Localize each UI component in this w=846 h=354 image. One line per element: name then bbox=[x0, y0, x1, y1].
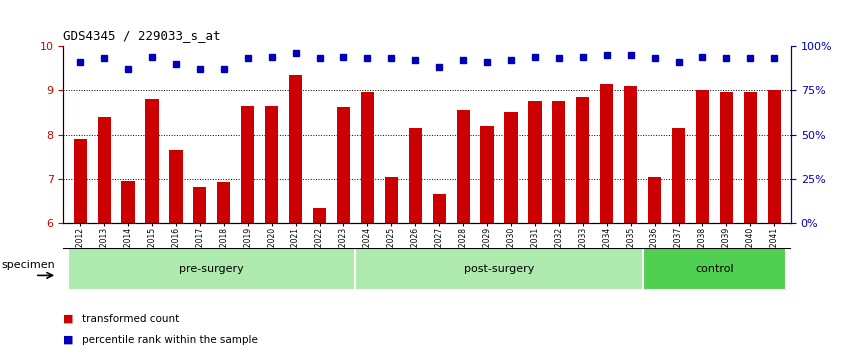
Bar bbox=[265, 106, 278, 223]
Bar bbox=[193, 187, 206, 223]
Bar bbox=[146, 99, 158, 223]
Bar bbox=[696, 90, 709, 223]
Bar bbox=[529, 101, 541, 223]
Text: ■: ■ bbox=[63, 314, 74, 324]
Bar bbox=[74, 139, 87, 223]
Bar bbox=[313, 207, 326, 223]
Text: specimen: specimen bbox=[2, 261, 56, 270]
Text: percentile rank within the sample: percentile rank within the sample bbox=[82, 335, 258, 345]
Bar bbox=[481, 126, 494, 223]
Bar bbox=[672, 128, 685, 223]
Text: transformed count: transformed count bbox=[82, 314, 179, 324]
Bar bbox=[217, 182, 230, 223]
Text: ■: ■ bbox=[63, 335, 74, 345]
Bar bbox=[241, 106, 255, 223]
Bar bbox=[69, 248, 355, 290]
Bar bbox=[504, 113, 518, 223]
Text: post-surgery: post-surgery bbox=[464, 264, 534, 274]
Bar bbox=[720, 92, 733, 223]
Bar bbox=[169, 150, 183, 223]
Bar bbox=[409, 128, 422, 223]
Bar bbox=[552, 101, 565, 223]
Bar bbox=[355, 248, 643, 290]
Bar bbox=[643, 248, 786, 290]
Bar bbox=[767, 90, 781, 223]
Text: pre-surgery: pre-surgery bbox=[179, 264, 244, 274]
Bar bbox=[624, 86, 637, 223]
Bar bbox=[600, 84, 613, 223]
Bar bbox=[360, 92, 374, 223]
Text: GDS4345 / 229033_s_at: GDS4345 / 229033_s_at bbox=[63, 29, 221, 42]
Bar bbox=[457, 110, 470, 223]
Bar bbox=[289, 75, 302, 223]
Bar bbox=[648, 177, 662, 223]
Bar bbox=[122, 181, 135, 223]
Bar bbox=[97, 117, 111, 223]
Text: control: control bbox=[695, 264, 733, 274]
Bar bbox=[576, 97, 590, 223]
Bar bbox=[385, 177, 398, 223]
Bar bbox=[432, 194, 446, 223]
Bar bbox=[337, 107, 350, 223]
Bar bbox=[744, 92, 757, 223]
